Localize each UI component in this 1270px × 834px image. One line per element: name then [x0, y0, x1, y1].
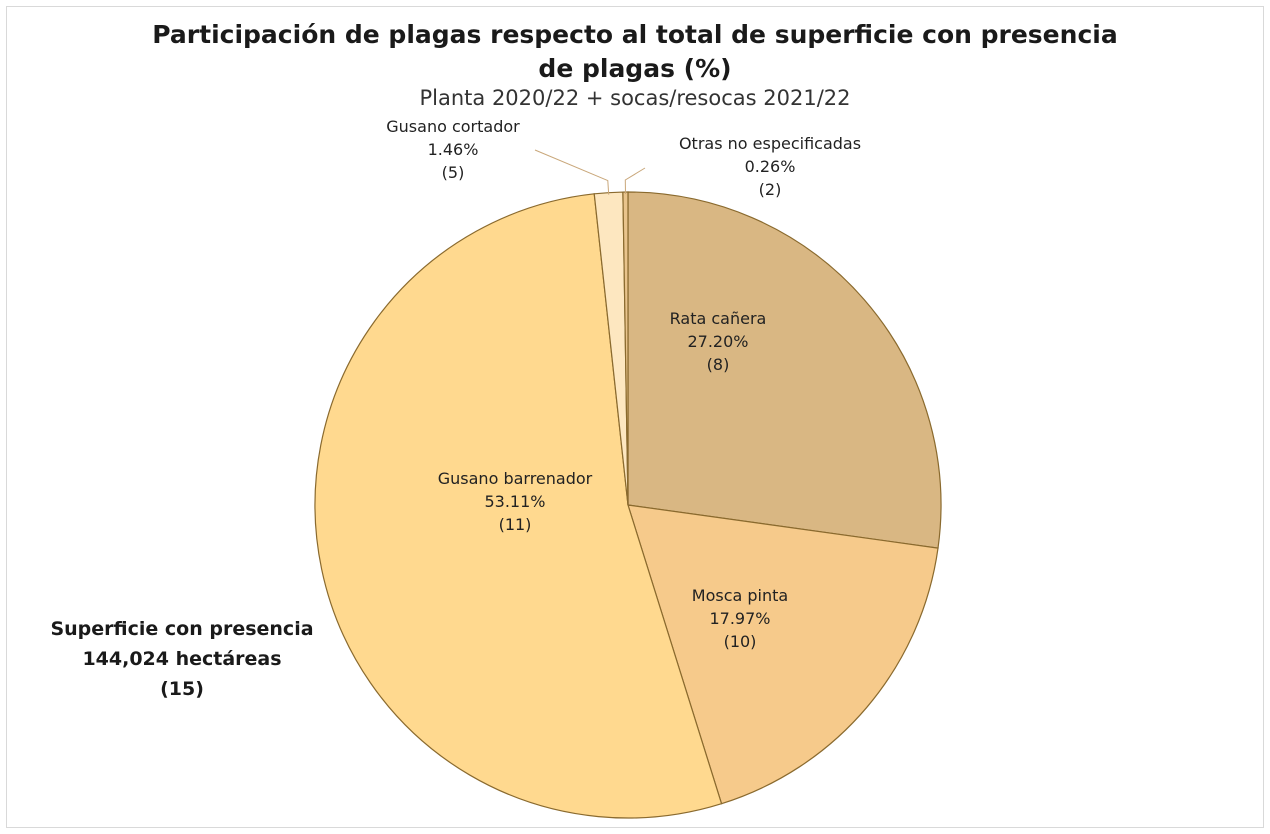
total-line-2: 144,024 hectáreas [82, 648, 282, 670]
chart-subtitle: Planta 2020/22 + socas/resocas 2021/22 [419, 86, 851, 110]
chart-title-line-1: Participación de plagas respecto al tota… [152, 20, 1118, 49]
total-line-3: (15) [160, 678, 204, 700]
chart-title-line-2: de plagas (%) [538, 54, 732, 83]
total-line-1: Superficie con presencia [50, 618, 314, 640]
pie-slices [314, 191, 942, 819]
slice-labels: Rata cañera 27.20% (8) Mosca pinta 17.97% (10… [386, 117, 861, 651]
slice-label: Rata cañera 27.20% (8) [670, 309, 767, 374]
leader-line [534, 149, 610, 195]
slice-label: Gusano barrenador 53.11% (11) [438, 469, 593, 534]
slice-label: Otras no especificadas 0.26% (2) [679, 134, 861, 199]
total-surface-annotation: Superficie con presencia 144,024 hectáre… [22, 614, 342, 704]
leader-line [624, 167, 646, 195]
pie-slice-rata-cañera [627, 191, 942, 549]
pie-slice-gusano-barrenador [314, 193, 723, 819]
chart-frame [6, 6, 1264, 828]
pie-slice-mosca-pinta [627, 504, 939, 805]
chart-title: Participación de plagas respecto al tota… [0, 18, 1270, 86]
leader-lines [534, 149, 646, 195]
slice-label: Gusano cortador 1.46% (5) [386, 117, 520, 182]
slice-label: Mosca pinta 17.97% (10) [692, 586, 788, 651]
